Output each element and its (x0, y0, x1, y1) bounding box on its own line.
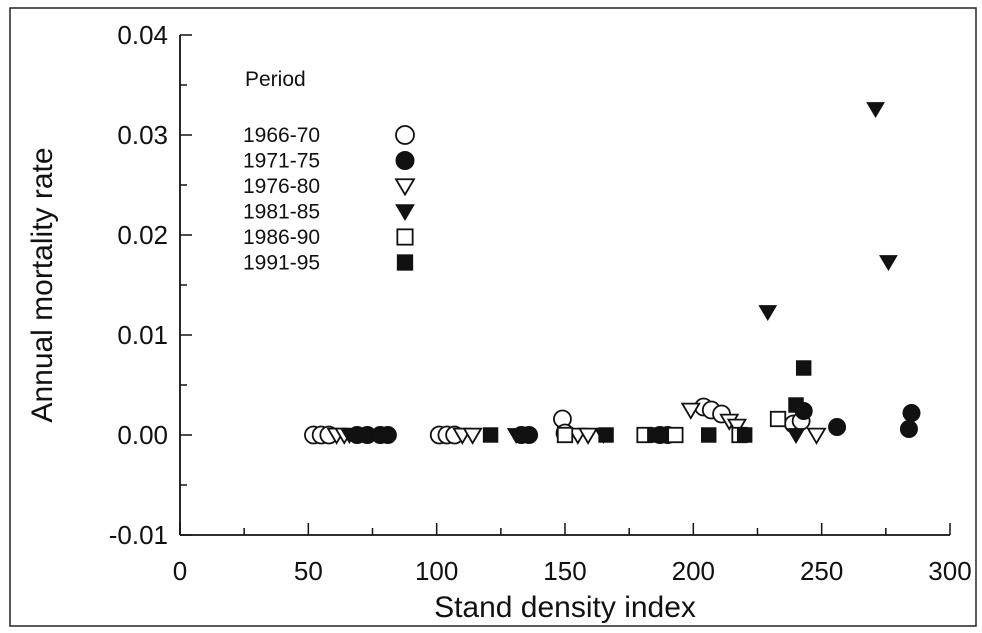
tick-marks (179, 34, 951, 536)
x-tick-label: 0 (173, 556, 187, 586)
axes (179, 35, 950, 536)
data-point (879, 255, 898, 272)
legend-marker (396, 254, 414, 271)
data-points (304, 102, 921, 445)
data-point (769, 410, 787, 428)
y-axis-title: Annual mortality rate (26, 147, 59, 422)
legend-marker (395, 204, 415, 222)
data-point (578, 427, 599, 445)
x-tick-label: 250 (800, 556, 843, 586)
x-axis-title: Stand density index (434, 591, 696, 624)
data-point (378, 426, 397, 444)
data-point (357, 427, 373, 443)
data-point (667, 426, 684, 444)
figure-frame (9, 7, 977, 627)
data-point (647, 427, 663, 443)
y-tick-label: -0.01 (109, 520, 168, 550)
data-point (680, 402, 701, 420)
y-tick-label: 0.03 (117, 120, 168, 150)
y-tick-label: 0.00 (117, 420, 168, 450)
legend-label: 1976-80 (243, 175, 320, 198)
x-tick-label: 50 (294, 556, 323, 586)
data-point (788, 397, 804, 413)
data-point (866, 102, 885, 119)
data-point (758, 305, 778, 322)
data-point (828, 418, 847, 436)
legend-label: 1991-95 (243, 252, 320, 275)
legend-marker (395, 151, 415, 170)
data-point (795, 360, 812, 376)
legend-label: 1986-90 (243, 226, 320, 249)
x-tick-label: 200 (672, 556, 715, 586)
y-tick-label: 0.01 (117, 320, 168, 350)
x-tick-label: 100 (415, 556, 458, 586)
y-tick-label: 0.04 (117, 20, 168, 50)
legend-label: 1981-85 (243, 201, 320, 224)
tick-labels: 0 50 100 150 200 250 300 -0.01 0.00 0.01 0.02 0.03 0… (109, 20, 972, 586)
data-point (736, 427, 753, 443)
x-tick-label: 150 (543, 556, 586, 586)
legend-marker (395, 125, 415, 145)
data-point (482, 427, 499, 443)
data-point (462, 427, 483, 445)
legend-marker (396, 228, 414, 246)
data-point (786, 428, 806, 445)
data-point (726, 418, 748, 436)
data-point (506, 428, 526, 445)
legend-marker (394, 178, 416, 197)
data-point (899, 420, 918, 438)
data-point (806, 427, 827, 445)
legend-label: 1966-70 (243, 124, 320, 147)
legend-title: Period (245, 68, 306, 91)
x-tick-label: 300 (928, 556, 971, 586)
data-point (701, 427, 717, 443)
y-tick-label: 0.02 (117, 220, 168, 250)
data-point (598, 427, 614, 443)
legend-label: 1971-75 (243, 150, 320, 173)
data-point (902, 404, 921, 422)
data-point (340, 428, 359, 445)
data-point (556, 426, 574, 444)
